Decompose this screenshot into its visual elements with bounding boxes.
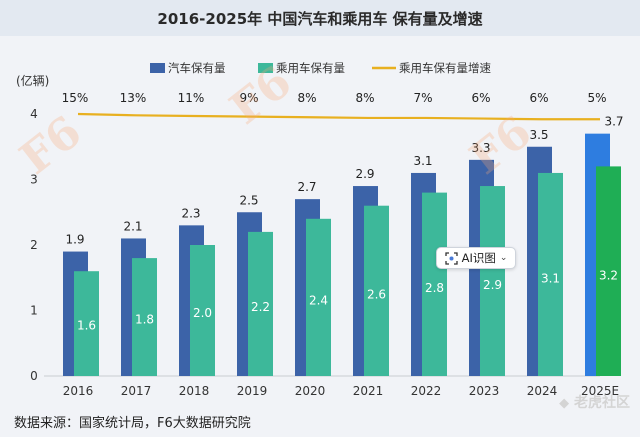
data-label-passenger: 3.1 — [541, 272, 560, 286]
y-tick-label: 1 — [30, 304, 38, 318]
data-label-car-total: 2.7 — [297, 180, 316, 194]
data-label-car-total: 3.7 — [604, 115, 623, 129]
data-label-car-total: 3.5 — [529, 128, 548, 142]
y-tick-label: 0 — [30, 369, 38, 383]
growth-label: 11% — [178, 91, 205, 105]
bar-passenger — [422, 192, 447, 376]
x-tick-label: 2023 — [469, 384, 500, 398]
y-axis-unit-label: (亿辆) — [16, 73, 49, 88]
data-label-car-total: 2.3 — [181, 206, 200, 220]
growth-label: 8% — [355, 91, 374, 105]
data-label-car-total: 3.1 — [413, 154, 432, 168]
bar-passenger — [596, 166, 621, 376]
growth-label: 15% — [62, 91, 89, 105]
bar-passenger — [132, 258, 157, 376]
growth-label: 6% — [529, 91, 548, 105]
bar-passenger — [538, 172, 563, 376]
data-label-passenger: 2.2 — [251, 300, 270, 314]
x-tick-label: 2020 — [295, 384, 326, 398]
data-label-passenger: 2.4 — [309, 294, 328, 308]
bar-passenger — [306, 218, 331, 376]
bar-passenger — [74, 271, 99, 376]
legend-swatch-car-total — [150, 63, 165, 73]
data-label-car-total: 2.1 — [123, 219, 142, 233]
y-tick-label: 2 — [30, 238, 38, 252]
legend-label-growth: 乘用车保有量增速 — [399, 61, 491, 75]
data-label-passenger: 1.6 — [77, 319, 96, 333]
ai-recognize-button[interactable]: AI识图 ⌄ — [436, 247, 516, 269]
data-label-passenger: 2.6 — [367, 287, 386, 301]
data-label-car-total: 2.5 — [239, 193, 258, 207]
data-label-car-total: 3.3 — [471, 141, 490, 155]
data-label-passenger: 3.2 — [599, 268, 618, 282]
x-tick-label: 2021 — [353, 384, 384, 398]
data-label-car-total: 2.9 — [355, 167, 374, 181]
growth-label: 9% — [239, 91, 258, 105]
chart-title: 2016-2025年 中国汽车和乘用车 保有量及增速 — [0, 0, 640, 36]
y-tick-label: 4 — [30, 107, 38, 121]
growth-label: 6% — [471, 91, 490, 105]
watermark-text: ◆ 老虎社区 — [559, 395, 630, 411]
data-label-passenger: 2.9 — [483, 278, 502, 292]
ai-recognize-label: AI识图 — [461, 251, 496, 265]
legend-swatch-passenger — [258, 63, 273, 73]
data-label-passenger: 1.8 — [135, 312, 154, 326]
x-tick-label: 2025E — [581, 384, 619, 398]
x-tick-label: 2017 — [121, 384, 152, 398]
data-label-car-total: 1.9 — [65, 233, 84, 247]
x-tick-label: 2019 — [237, 384, 268, 398]
ai-scan-icon — [444, 251, 458, 265]
chevron-down-icon: ⌄ — [499, 253, 508, 263]
source-note: 数据来源：国家统计局，F6大数据研究院 — [14, 416, 251, 431]
y-tick-label: 3 — [30, 173, 38, 187]
legend-label-passenger: 乘用车保有量 — [276, 61, 345, 75]
x-tick-label: 2016 — [63, 384, 94, 398]
growth-label: 8% — [297, 91, 316, 105]
growth-label: 7% — [413, 91, 432, 105]
legend-label-car-total: 汽车保有量 — [168, 61, 226, 75]
bar-passenger — [190, 245, 215, 376]
growth-line — [77, 112, 600, 121]
bar-passenger — [248, 231, 273, 376]
chart-area: (亿辆) 汽车保有量 乘用车保有量 乘用车保有量增速 0 1 2 3 4 1.9 1.6 2016 15… — [16, 61, 624, 398]
x-tick-label: 2024 — [527, 384, 558, 398]
bar-passenger — [364, 205, 389, 376]
data-label-passenger: 2.8 — [425, 281, 444, 295]
x-tick-label: 2022 — [411, 384, 442, 398]
growth-label: 5% — [587, 91, 606, 105]
x-tick-label: 2018 — [179, 384, 210, 398]
growth-label: 13% — [120, 91, 147, 105]
data-label-passenger: 2.0 — [193, 306, 212, 320]
tiger-logo-icon: ◆ — [559, 396, 570, 411]
bar-passenger — [480, 186, 505, 376]
